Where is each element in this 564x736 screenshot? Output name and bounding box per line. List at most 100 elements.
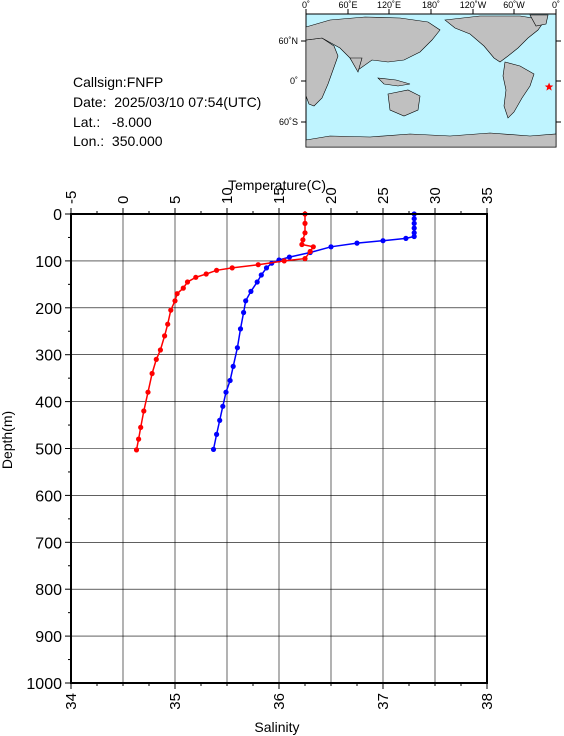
map-top-label: 0˚ — [552, 0, 560, 10]
land-eurasia — [305, 16, 441, 71]
land-north-america — [444, 15, 546, 63]
date-label: Date: — [73, 94, 107, 110]
temperature-tick-label: 25 — [375, 187, 392, 204]
lat-value: -8.000 — [111, 114, 152, 130]
salinity-data-point — [145, 389, 151, 395]
callsign-line: Callsign:FNFP — [73, 73, 163, 92]
temperature-data-point — [254, 279, 260, 285]
temperature-data-point — [411, 225, 417, 231]
map-top-label: 120˚W — [460, 0, 487, 10]
temperature-data-point — [248, 288, 254, 294]
salinity-data-point — [180, 285, 186, 291]
salinity-data-point — [302, 230, 308, 236]
salinity-data-point — [141, 408, 147, 414]
salinity-data-point — [133, 447, 140, 453]
map-top-label: 60˚W — [503, 0, 525, 10]
depth-tick-label: 400 — [35, 395, 62, 412]
salinity-axis-title: Salinity — [254, 719, 299, 735]
temperature-data-point — [223, 389, 229, 395]
lon-line: Lon.: 350.000 — [73, 132, 163, 151]
date-value: 2025/03/10 07:54(UTC) — [114, 94, 262, 110]
depth-tick-label: 600 — [35, 488, 62, 505]
temperature-data-point — [286, 254, 292, 260]
salinity-data-point — [165, 321, 171, 327]
salinity-tick-label: 35 — [167, 693, 184, 710]
callsign-value: FNFP — [126, 74, 164, 90]
depth-tick-label: 300 — [35, 348, 62, 365]
depth-tick-label: 500 — [35, 442, 62, 459]
map-top-label: 120˚E — [377, 0, 401, 10]
temperature-data-point — [411, 220, 417, 226]
land-india — [349, 57, 363, 73]
map-lat-label: 0˚ — [290, 76, 298, 86]
depth-tick-label: 200 — [35, 301, 62, 318]
land-australia — [387, 89, 421, 117]
salinity-data-point — [138, 424, 144, 430]
depth-tick-label: 800 — [35, 582, 62, 599]
lon-value: 350.000 — [111, 133, 163, 149]
temperature-tick-label: 5 — [167, 196, 184, 204]
world-map: 0˚ 60˚E 120˚E 180˚ 120˚W 60˚W 0˚ 60˚N 0˚… — [278, 0, 561, 148]
temperature-tick-label: 0 — [115, 196, 132, 204]
map-top-labels: 0˚ 60˚E 120˚E 180˚ 120˚W 60˚W 0˚ — [302, 0, 560, 10]
land-antarctica — [305, 132, 557, 148]
temperature-data-point — [403, 235, 409, 241]
temperature-data-point — [258, 272, 264, 278]
chart-grid — [70, 213, 488, 684]
map-land — [305, 14, 557, 148]
temperature-data-point — [411, 230, 417, 236]
lat-line: Lat.: -8.000 — [73, 113, 152, 132]
salinity-data-point — [310, 244, 316, 250]
salinity-data-point — [203, 271, 209, 277]
land-greenland — [529, 14, 549, 27]
temperature-data-point — [328, 244, 334, 250]
salinity-data-point — [184, 279, 191, 285]
temperature-tick-label: 30 — [427, 187, 444, 204]
temperature-tick-label: 10 — [219, 187, 236, 204]
salinity-data-point — [193, 274, 199, 280]
salinity-tick-label: 36 — [271, 693, 288, 710]
depth-tick-label: 900 — [35, 629, 62, 646]
depth-axis-title: Depth(m) — [0, 411, 15, 469]
salinity-data-point — [229, 265, 235, 271]
temperature-data-point — [220, 403, 226, 409]
salinity-tick-label: 37 — [375, 693, 392, 710]
temperature-data-point — [230, 363, 236, 369]
map-lat-label: 60˚S — [279, 117, 298, 127]
salinity-data-point — [214, 267, 220, 273]
date-line: Date: 2025/03/10 07:54(UTC) — [73, 93, 261, 112]
salinity-data-point — [157, 347, 163, 353]
salinity-data-point — [307, 248, 313, 255]
map-lat-label: 60˚N — [278, 36, 298, 46]
temperature-data-point — [243, 298, 249, 304]
temperature-axis-title: Temperature(C) — [228, 177, 326, 193]
temperature-tick-label: 15 — [271, 187, 288, 204]
depth-axis: 0 100 200 300 400 500 600 700 800 900 1000 — [26, 207, 71, 693]
temperature-data-point — [263, 265, 270, 271]
salinity-data-point — [153, 356, 159, 362]
salinity-data-point — [172, 298, 178, 304]
salinity-data-point — [174, 291, 180, 297]
temperature-tick-label: 35 — [479, 187, 496, 204]
depth-tick-label: 100 — [35, 254, 62, 271]
salinity-axis: 34 35 36 37 38 — [63, 683, 496, 710]
temperature-data-point — [241, 309, 247, 316]
map-top-label: 60˚E — [338, 0, 357, 10]
land-africa — [305, 37, 339, 107]
callsign-label: Callsign: — [73, 74, 127, 90]
salinity-data-point — [162, 333, 168, 339]
depth-tick-label: 700 — [35, 535, 62, 552]
temperature-data-point — [354, 240, 360, 246]
map-ticks — [301, 9, 561, 123]
map-left-labels: 60˚N 0˚ 60˚S — [278, 36, 298, 127]
salinity-data-point — [299, 241, 305, 248]
temperature-data-point — [217, 417, 223, 423]
lon-label: Lon.: — [73, 133, 105, 149]
temperature-tick-label: 20 — [323, 187, 340, 204]
salinity-tick-label: 34 — [63, 693, 80, 710]
map-top-label: 180˚ — [422, 0, 440, 10]
station-marker — [544, 82, 554, 91]
temperature-data-point — [214, 431, 220, 437]
temperature-data-point — [411, 233, 417, 240]
